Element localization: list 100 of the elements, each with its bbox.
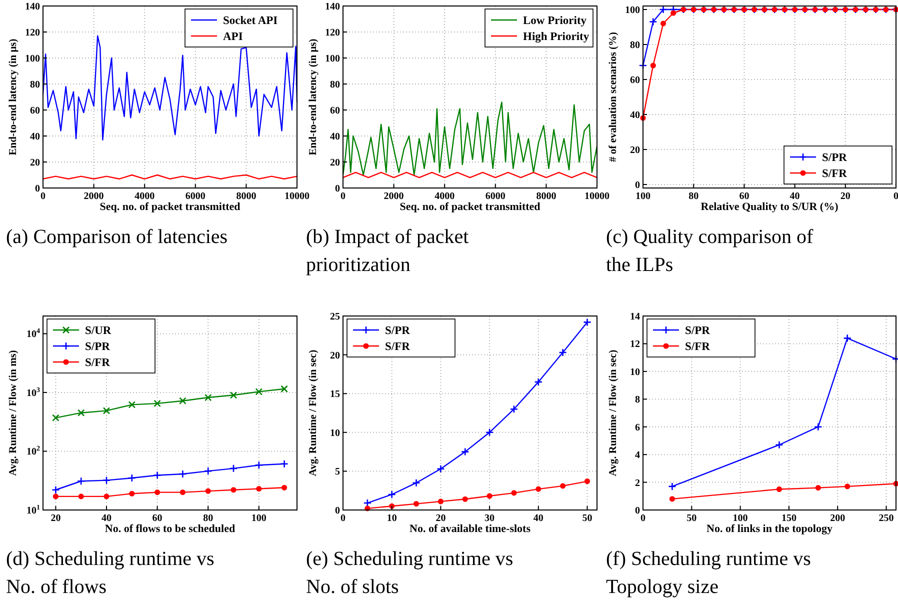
x-tick-label: 200 — [830, 513, 846, 524]
y-tick-label: 25 — [330, 312, 340, 322]
x-tick-label: 60 — [152, 513, 162, 524]
y-tick-label: 20 — [330, 158, 340, 168]
text: (c) Quality comparison of the ILPs — [606, 226, 814, 276]
x-tick-label: 20 — [50, 513, 61, 524]
y-tick-label: 40 — [330, 132, 340, 142]
y-tick-label: 20 — [30, 158, 40, 168]
legend-label: S/PR — [385, 325, 411, 337]
x-tick-label: 10 — [386, 513, 397, 524]
y-tick-label: 100 — [25, 54, 40, 64]
x-tick-label: 40 — [790, 191, 800, 202]
y-tick-label: 2 — [635, 478, 640, 489]
y-tick-label: 80 — [630, 40, 640, 51]
x-tick-label: 50 — [686, 513, 697, 524]
x-axis-title: No. of links in the topology — [706, 523, 833, 535]
y-tick-label: 120 — [25, 28, 40, 38]
x-tick-label: 8000 — [536, 191, 556, 202]
y-tick-label: 10 — [330, 428, 340, 439]
y-tick-label: 40 — [30, 132, 40, 142]
y-tick-label: 80 — [30, 80, 40, 90]
y-tick-label: 60 — [30, 106, 40, 116]
x-axis-title: No. of flows to be scheduled — [104, 523, 236, 535]
x-tick-label: 60 — [739, 191, 750, 202]
legend-label: High Priority — [523, 31, 590, 43]
x-axis-title: Seq. no. of packet transmitted — [400, 201, 540, 213]
y-tick-label: 0 — [635, 506, 640, 516]
text: (e) Scheduling runtime vs No. of slots — [306, 548, 514, 598]
y-axis-title: Avg. Runtime / Flow (in ms) — [8, 350, 19, 476]
legend-label: S/FR — [822, 168, 848, 180]
text: (b) Impact of packet prioritization — [306, 226, 470, 276]
x-tick-label: 80 — [688, 191, 699, 202]
y-tick-label: 100 — [325, 54, 340, 64]
y-tick-label: 6 — [635, 422, 640, 434]
y-tick-label: 140 — [25, 2, 40, 12]
y-tick-label: 60 — [330, 106, 340, 116]
y-tick-label: 120 — [325, 28, 340, 38]
x-tick-label: 100 — [251, 513, 266, 524]
y-tick-label: 14 — [630, 312, 640, 322]
y-tick-label: 100 — [625, 5, 640, 16]
x-tick-label: 8000 — [236, 191, 256, 202]
legend-label: S/FR — [385, 341, 411, 353]
y-tick-label: 0 — [635, 180, 640, 191]
x-tick-label: 0 — [894, 191, 898, 202]
legend-label: API — [223, 31, 244, 43]
text: (a) Comparison of latencies — [6, 226, 228, 248]
y-tick-label: 20 — [330, 350, 340, 362]
y-tick-label: 0 — [335, 184, 340, 194]
y-axis-title: Avg. Runtime / Flow (in sec) — [608, 349, 619, 476]
legend-label: S/UR — [85, 325, 112, 337]
x-tick-label: 100 — [732, 513, 748, 524]
y-axis-title: End-to-end latency (in μs) — [308, 38, 319, 156]
x-tick-label: 30 — [484, 513, 495, 524]
x-tick-label: 2000 — [84, 191, 104, 202]
y-tick-label: 10$^{4}$ — [26, 327, 40, 340]
x-tick-label: 2000 — [384, 191, 404, 202]
y-tick-label: 40 — [630, 110, 640, 121]
x-axis-title: Seq. no. of packet transmitted — [100, 201, 240, 213]
y-tick-label: 4 — [635, 450, 640, 462]
text: (f) Scheduling runtime vs Topology size — [606, 548, 812, 598]
y-tick-label: 20 — [630, 145, 640, 156]
x-tick-label: 20 — [840, 191, 850, 202]
x-tick-label: 6000 — [485, 191, 506, 202]
x-tick-label: 4000 — [434, 191, 455, 202]
legend-label: Low Priority — [523, 15, 587, 27]
y-tick-label: 12 — [630, 339, 640, 350]
legend-label: S/FR — [685, 341, 711, 353]
legend-label: S/PR — [822, 152, 848, 164]
y-tick-label: 10$^{3}$ — [26, 386, 40, 399]
y-axis-title: Avg. Runtime / Flow (in sec) — [308, 349, 319, 476]
legend-label: S/PR — [85, 341, 111, 353]
y-tick-label: 140 — [325, 2, 340, 12]
x-tick-label: 40 — [102, 513, 112, 524]
x-tick-label: 20 — [436, 513, 446, 524]
legend-label: Socket API — [223, 15, 278, 27]
x-tick-label: 6000 — [185, 191, 206, 202]
y-tick-label: 8 — [635, 394, 640, 406]
x-tick-label: 4000 — [134, 191, 155, 202]
y-tick-label: 10 — [630, 366, 640, 378]
y-tick-label: 10$^{1}$ — [26, 504, 40, 516]
x-tick-label: 150 — [781, 513, 796, 524]
x-tick-label: 80 — [203, 513, 214, 524]
x-tick-label: 50 — [582, 513, 592, 524]
x-tick-label: 10000 — [584, 191, 610, 202]
y-tick-label: 5 — [335, 466, 340, 478]
x-axis-title: No. of available time-slots — [410, 523, 532, 535]
legend-label: S/FR — [85, 357, 111, 369]
x-tick-label: 250 — [878, 513, 894, 524]
x-axis-title: Relative Quality to S/UR (%) — [700, 201, 839, 213]
text: (d) Scheduling runtime vs No. of flows — [6, 548, 215, 598]
x-tick-label: 40 — [533, 513, 544, 524]
y-tick-label: 0 — [335, 506, 340, 516]
y-tick-label: 0 — [35, 184, 40, 194]
y-tick-label: 60 — [630, 75, 640, 86]
y-tick-label: 10$^{2}$ — [26, 444, 40, 458]
x-tick-label: 10000 — [284, 191, 310, 202]
y-axis-title: # of evaluation scenarios (%) — [608, 31, 619, 162]
y-tick-label: 80 — [330, 80, 340, 90]
y-tick-label: 15 — [330, 389, 340, 400]
legend-label: S/PR — [685, 325, 711, 337]
